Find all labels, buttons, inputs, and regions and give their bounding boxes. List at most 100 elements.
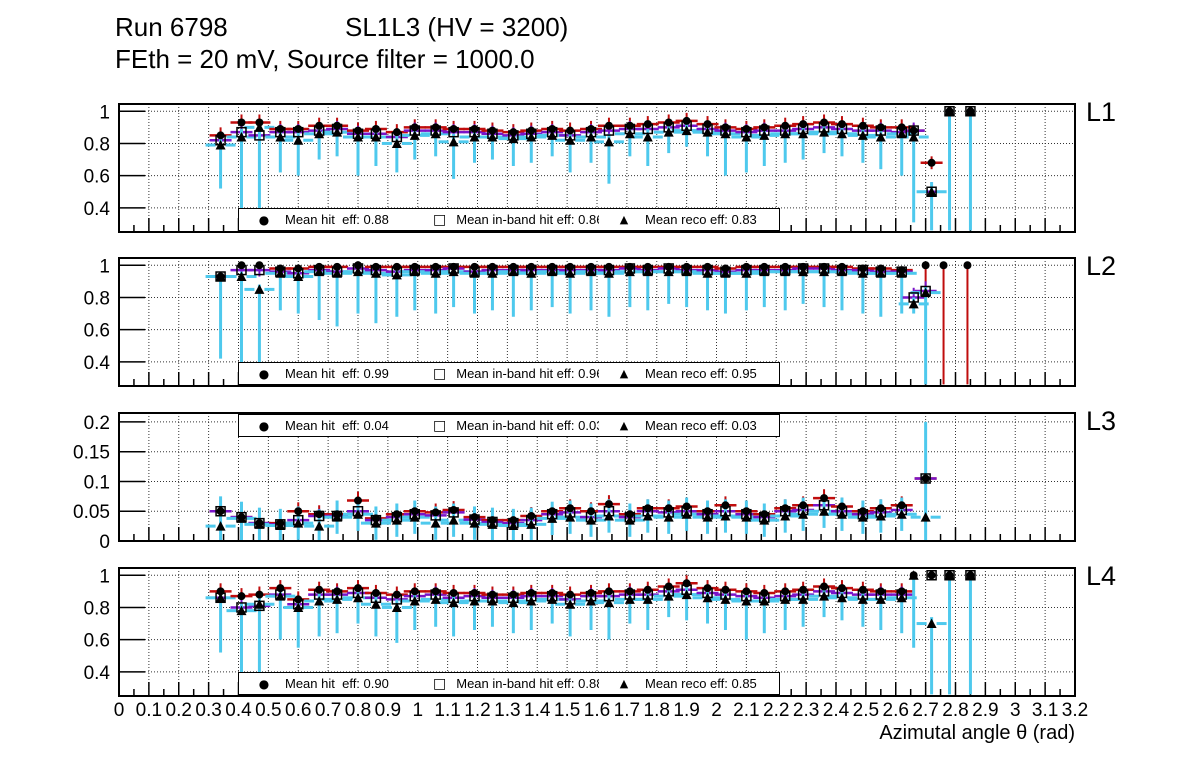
- filled-circle-icon: ●: [258, 676, 270, 691]
- reco-triangle-marker: [759, 266, 770, 277]
- hit-circle-marker: [392, 590, 401, 599]
- y-tick-label: 1: [99, 566, 110, 587]
- hit-circle-marker: [604, 587, 613, 596]
- legend-entry-hit: ● Mean hit eff: 0.90: [239, 676, 419, 691]
- data-markers: [215, 569, 976, 629]
- hit-circle-marker: [548, 124, 557, 133]
- reco-triangle-marker: [836, 266, 847, 277]
- hit-circle-marker: [721, 501, 730, 510]
- inband-square-marker: [920, 285, 931, 297]
- reco-triangle-marker: [720, 268, 731, 278]
- y-tick-label: 0.4: [84, 199, 111, 220]
- legend-label-hit: Mean hit eff: 0.99: [285, 366, 389, 381]
- chamber-title: SL1L3 (HV = 3200): [345, 12, 569, 42]
- reco-triangle-marker: [448, 266, 459, 277]
- reco-triangle-marker: [926, 618, 937, 629]
- reco-triangle-marker: [819, 266, 830, 277]
- hit-circle-marker: [909, 126, 918, 135]
- reco-triangle-marker: [798, 266, 809, 277]
- hit-circle-marker: [820, 118, 829, 127]
- inband-square-marker: [254, 517, 265, 529]
- x-tick-label: 1.7: [613, 700, 641, 721]
- reco-triangle-marker: [896, 592, 907, 603]
- inband-square-marker: [944, 105, 955, 117]
- hit-circle-marker: [255, 261, 264, 270]
- hit-circle-marker: [781, 504, 790, 513]
- x-tick-label: 3: [1009, 700, 1021, 721]
- x-tick-label: 2.9: [972, 700, 999, 721]
- reco-triangle-marker: [293, 135, 304, 145]
- filled-circle-icon: ●: [258, 418, 270, 433]
- data-markers: [215, 105, 976, 197]
- hit-circle-marker: [237, 592, 246, 601]
- reco-triangle-marker: [353, 266, 363, 277]
- reco-triangle-marker: [254, 599, 265, 609]
- hit-circle-marker: [742, 507, 751, 516]
- y-tick-label: 0: [99, 532, 110, 553]
- panel-L2: 1 0.8 0.6 0.4 ● Mean hit eff: 0.99 □ Mean i…: [84, 256, 1076, 387]
- x-tick-label: 1: [412, 700, 424, 721]
- reco-triangle-marker: [370, 268, 381, 278]
- hit-circle-marker: [604, 500, 613, 509]
- hit-circle-marker: [392, 128, 401, 137]
- open-square-icon: □: [433, 211, 447, 228]
- inband-square-marker: [254, 130, 265, 141]
- hit-circle-marker: [548, 262, 557, 271]
- hit-circle-marker: [682, 502, 691, 511]
- panel-L4-plot: 1 0.8 0.6 0.4: [84, 566, 1076, 697]
- hit-circle-marker: [760, 123, 769, 132]
- hit-circle-marker: [527, 588, 536, 597]
- hit-circle-marker: [333, 510, 342, 519]
- hit-circle-marker: [354, 261, 362, 270]
- x-tick-label: 2.5: [852, 700, 880, 721]
- hit-circle-marker: [858, 264, 867, 273]
- reco-triangle-marker: [448, 515, 459, 525]
- hit-circle-marker: [927, 571, 936, 580]
- x-tick-label: 2.1: [733, 700, 760, 721]
- reco-triangle-marker: [332, 127, 343, 137]
- reco-triangle-marker: [875, 510, 886, 521]
- panel-L1: 1 0.8 0.6 0.4 ● Mean hit eff: 0.88 □ Mean i…: [84, 102, 1076, 233]
- legend-label-reco: Mean reco eff: 0.85: [645, 676, 757, 691]
- hit-circle-marker: [604, 262, 613, 271]
- panel-L3-plot: 0.2 0.15 0.1 0.05 0: [73, 412, 1076, 553]
- x-tick-label: 0: [113, 700, 125, 721]
- x-tick-label: 2.4: [822, 700, 850, 721]
- hit-circle-marker: [939, 261, 948, 270]
- filled-triangle-icon: ▲: [619, 419, 629, 432]
- hit-circle-marker: [587, 507, 596, 516]
- y-tick-label: 0.6: [84, 321, 110, 342]
- y-tick-label: 0.8: [84, 288, 110, 309]
- hit-circle-marker: [643, 504, 652, 513]
- hit-circle-marker: [604, 121, 613, 130]
- hit-circle-marker: [921, 261, 930, 270]
- panel-frame: [118, 103, 1076, 233]
- reco-triangle-marker: [254, 122, 265, 132]
- x-tick-label: 1.5: [553, 700, 581, 721]
- reco-triangle-marker: [920, 512, 931, 522]
- inband-square-marker: [944, 569, 955, 581]
- x-tick-label: 1.8: [643, 700, 670, 721]
- hit-circle-marker: [410, 507, 419, 516]
- x-tick-label: 1.3: [494, 700, 521, 721]
- hit-circle-marker: [742, 262, 751, 271]
- hit-circle-marker: [742, 124, 751, 133]
- open-square-icon: □: [433, 675, 447, 692]
- hit-circle-marker: [781, 262, 790, 271]
- panel-label-L1: L1: [1086, 97, 1117, 127]
- data-markers: [215, 261, 972, 309]
- reco-triangle-marker: [547, 130, 558, 140]
- hit-circle-marker: [255, 590, 264, 599]
- hit-circle-marker: [237, 118, 246, 127]
- panel-label-L2: L2: [1086, 251, 1117, 281]
- reco-triangle-marker: [487, 132, 498, 142]
- reco-triangle-marker: [720, 128, 731, 139]
- panel-L3: 0.2 0.15 0.1 0.05 0 ● Mean hit eff: 0.04 □ M…: [73, 412, 1076, 553]
- hit-circle-marker: [921, 474, 930, 483]
- legend-entry-inband: □ Mean in-band hit eff: 0.96: [419, 366, 599, 382]
- hit-circle-marker: [449, 506, 458, 515]
- hit-circle-marker: [703, 262, 712, 271]
- y-tick-label: 0.8: [84, 134, 110, 155]
- reco-triangle-marker: [430, 128, 441, 139]
- panel-L2-plot: 1 0.8 0.6 0.4: [84, 256, 1076, 387]
